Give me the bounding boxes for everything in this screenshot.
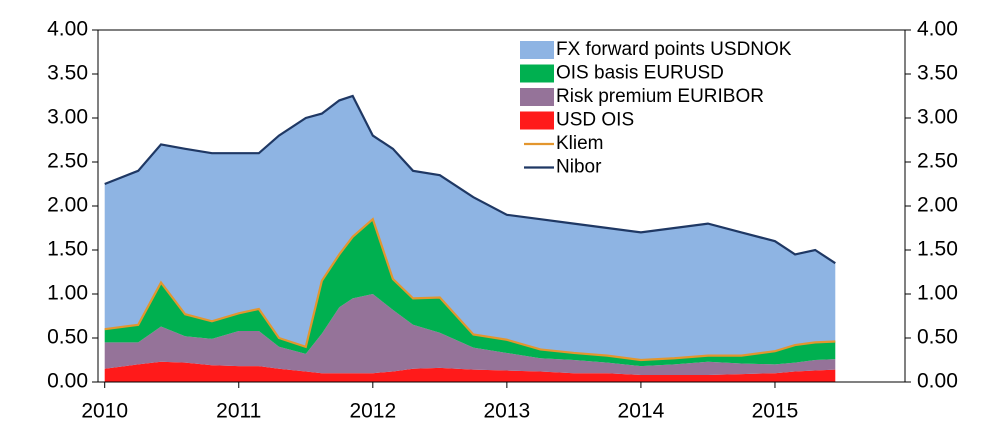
y-tick-label: 2.50 — [47, 150, 88, 173]
y2-tick-label: 0.00 — [917, 370, 958, 393]
legend-swatch — [520, 64, 554, 83]
x-tick-label: 2012 — [349, 400, 396, 423]
x-tick-label: 2014 — [618, 400, 665, 423]
legend-swatch — [520, 111, 554, 130]
y2-tick-label: 3.00 — [917, 106, 958, 129]
area — [104, 219, 836, 367]
legend-swatch — [520, 88, 554, 106]
line — [104, 94, 836, 265]
y2-tick-label: 3.50 — [917, 62, 958, 85]
legend-label: FX forward points USDNOK — [556, 39, 792, 60]
y-tick-label: 3.50 — [47, 62, 88, 85]
x-tick-label: 2010 — [81, 400, 128, 423]
area — [104, 361, 836, 382]
y2-tick-label: 2.00 — [917, 194, 958, 217]
legend-label: Kliem — [556, 133, 604, 154]
y2-tick-label: 4.00 — [917, 18, 958, 41]
y-tick-label: 3.00 — [47, 106, 88, 129]
legend-label: Nibor — [556, 157, 602, 178]
x-tick-label: 2015 — [752, 400, 799, 423]
area — [104, 96, 836, 360]
y2-tick-label: 1.50 — [917, 238, 958, 261]
y-tick-label: 1.50 — [47, 238, 88, 261]
x-tick-label: 2011 — [216, 400, 261, 423]
y-tick-label: 1.00 — [47, 282, 88, 305]
x-tick-label: 2013 — [484, 400, 531, 423]
legend-label: USD OIS — [556, 110, 634, 131]
legend-label: Risk premium EURIBOR — [556, 86, 764, 107]
area — [104, 294, 836, 375]
legend-swatch — [520, 41, 554, 59]
y-tick-label: 4.00 — [47, 18, 88, 41]
y2-tick-label: 1.00 — [917, 282, 958, 305]
y-tick-label: 0.50 — [47, 326, 88, 349]
y2-tick-label: 2.50 — [917, 150, 958, 173]
y2-tick-label: 0.50 — [917, 326, 958, 349]
y-tick-label: 2.00 — [47, 194, 88, 217]
y-tick-label: 0.00 — [47, 370, 88, 393]
line — [104, 217, 836, 362]
legend-label: OIS basis EURUSD — [556, 63, 724, 84]
